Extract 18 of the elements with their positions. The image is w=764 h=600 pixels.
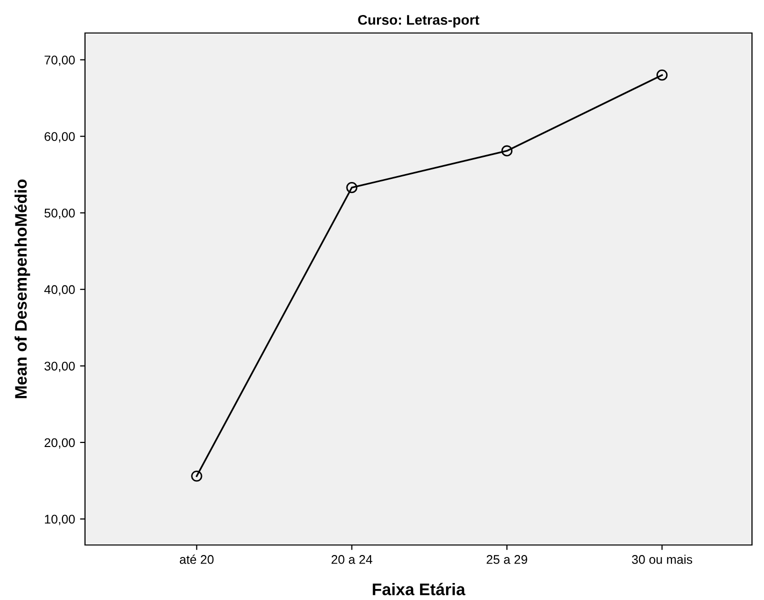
y-axis-title: Mean of DesempenhoMédio: [14, 179, 30, 398]
point: [191, 470, 202, 482]
chart-title: Curso: Letras-port: [358, 14, 480, 28]
point: [346, 182, 358, 194]
y-tick-label: 50,00: [44, 208, 75, 219]
point: [501, 145, 512, 156]
y-tick-label: 20,00: [44, 438, 75, 449]
y-tick-label: 10,00: [44, 514, 75, 526]
x-tick-label: 30 ou mais: [632, 554, 692, 564]
y-tick-label: 70,00: [44, 56, 75, 66]
y-tick-label: 30,00: [44, 362, 75, 372]
y-tick-label: 40,00: [44, 285, 75, 296]
x-axis-title: Faixa Etária: [372, 582, 466, 596]
point: [656, 70, 668, 81]
x-tick-label: até 20: [180, 554, 214, 564]
x-tick-label: 25 a 29: [486, 555, 528, 564]
x-tick-label: 20 a 24: [332, 555, 372, 564]
y-tick-label: 60,00: [44, 132, 75, 142]
